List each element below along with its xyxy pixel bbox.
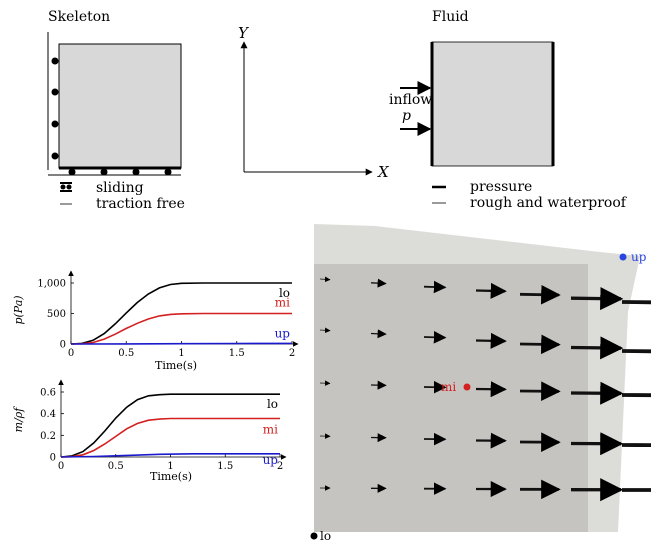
chart-y-tick-label: 0.4 xyxy=(40,409,56,420)
velocity-arrow xyxy=(423,280,447,294)
velocity-arrow xyxy=(370,278,387,288)
chart-y-tick-label: 0 xyxy=(60,340,66,351)
roller-bottom xyxy=(132,168,140,176)
legend-sliding: sliding xyxy=(96,180,144,196)
velocity-arrow xyxy=(370,329,387,339)
velocity-arrow xyxy=(319,327,331,334)
velocity-arrow xyxy=(423,330,447,344)
chart-xlabel: Time(s) xyxy=(150,470,192,483)
chart-x-tick-label: 0 xyxy=(58,461,64,472)
sliding-symbol xyxy=(60,182,72,192)
chart-x-tick-label: 1 xyxy=(167,461,173,472)
series-label-up: up xyxy=(275,326,291,340)
chart-mass: m/ρf Time(s) 0 0.5 1 1.5 2 0 0.2 0.4 0.6 lo mi up xyxy=(12,379,287,483)
chart-x-tick-label: 0 xyxy=(68,348,74,359)
inflow-label: inflow xyxy=(389,92,432,108)
chart-x-tick-label: 1.5 xyxy=(229,348,245,359)
series-label-mi: mi xyxy=(263,423,278,437)
fluid-title: Fluid xyxy=(432,9,469,25)
chart-ylabel: p(Pa) xyxy=(12,295,25,324)
velocity-arrow xyxy=(519,284,561,305)
fluid-body xyxy=(431,41,554,167)
velocity-arrow xyxy=(319,276,331,283)
skeleton-panel: Skeleton sliding traction free xyxy=(47,9,185,212)
probe-mi-marker xyxy=(463,383,471,391)
coordinate-axes: Y X xyxy=(238,24,390,181)
series-label-up: up xyxy=(263,453,279,467)
probe-lo-marker xyxy=(310,532,318,540)
chart-y-tick-label: 0.2 xyxy=(40,431,56,442)
probe-up-label: up xyxy=(631,250,647,264)
chart-ylabel: m/ρf xyxy=(12,406,25,433)
probe-lo-label: lo xyxy=(320,529,331,543)
y-axis-label: Y xyxy=(238,24,250,42)
series-label-lo: lo xyxy=(279,286,290,300)
roller-left xyxy=(51,57,59,65)
series-line-mi xyxy=(70,312,292,345)
series-line-mi xyxy=(60,417,280,458)
velocity-arrow xyxy=(475,282,507,299)
velocity-arrow xyxy=(621,300,651,305)
chart-y-tick-label: 0 xyxy=(50,453,56,464)
chart-x-tick-label: 2 xyxy=(289,348,295,359)
chart-y-tick-label: 1,000 xyxy=(37,279,66,290)
velocity-arrow xyxy=(519,334,561,355)
skeleton-title: Skeleton xyxy=(48,9,110,25)
roller-bottom xyxy=(164,168,172,176)
chart-y-tick-label: 500 xyxy=(47,309,66,320)
legend-traction-free: traction free xyxy=(96,196,185,212)
chart-y-tick-label: 0.6 xyxy=(40,388,56,399)
fluid-panel: Fluid inflow p pressure rough and waterp… xyxy=(389,9,628,211)
chart-x-tick-label: 0.5 xyxy=(118,348,134,359)
velocity-arrow xyxy=(570,287,624,311)
vector-field-plot: up mi lo xyxy=(310,224,651,543)
velocity-arrow xyxy=(570,336,624,360)
velocity-arrow xyxy=(621,349,651,354)
roller-left xyxy=(51,120,59,128)
probe-up-marker xyxy=(619,253,627,261)
chart-xlabel: Time(s) xyxy=(155,359,197,372)
roller-bottom xyxy=(68,168,76,176)
velocity-vectors xyxy=(319,276,651,502)
probe-mi-label: mi xyxy=(441,380,456,394)
reference-domain xyxy=(314,264,588,532)
series-label-mi: mi xyxy=(275,296,290,310)
chart-x-tick-label: 2 xyxy=(277,461,283,472)
skeleton-body xyxy=(58,43,182,169)
chart-x-tick-label: 1 xyxy=(178,348,184,359)
series-label-lo: lo xyxy=(267,397,278,411)
series-line-up xyxy=(60,453,280,458)
legend-rough-waterproof: rough and waterproof xyxy=(470,195,628,211)
roller-left xyxy=(51,88,59,96)
x-axis-label: X xyxy=(377,163,390,181)
roller-bottom xyxy=(100,168,108,176)
roller-left xyxy=(51,152,59,160)
legend-pressure: pressure xyxy=(470,179,532,195)
chart-x-tick-label: 1.5 xyxy=(217,461,233,472)
series-line-up xyxy=(70,342,293,345)
velocity-arrow xyxy=(475,332,507,349)
series-line-lo xyxy=(70,282,292,345)
chart-x-tick-label: 0.5 xyxy=(108,461,124,472)
series-line-lo xyxy=(60,393,280,458)
pressure-symbol: p xyxy=(402,108,411,124)
